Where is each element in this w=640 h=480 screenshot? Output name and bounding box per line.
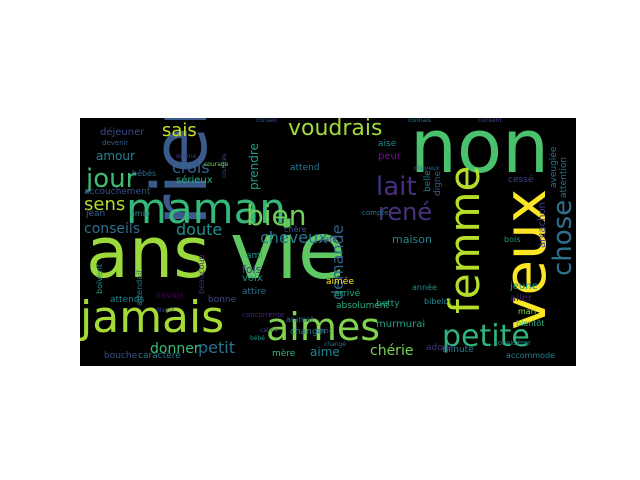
word-bebe: bébé: [250, 335, 265, 342]
word-devenir: devenir: [102, 139, 129, 147]
word-femme: femme: [440, 165, 489, 314]
word-conseils: conseils: [84, 221, 141, 237]
word-considerer: considérer: [494, 339, 531, 347]
word-savais: savais: [156, 291, 185, 301]
word-accommode: accommode: [506, 351, 556, 360]
word-jamais: jamais: [80, 292, 225, 343]
word-petit: petit: [198, 338, 235, 357]
word-belle: belle: [423, 170, 433, 192]
word-digne: digne: [433, 170, 443, 196]
word-non: non: [410, 118, 550, 190]
word-jean: jean: [86, 209, 106, 219]
word-murmurai: murmurai: [376, 319, 426, 330]
word-mari: mari: [518, 307, 537, 316]
word-courage: courage: [204, 161, 229, 168]
word-accouchement: accouchement: [84, 187, 151, 197]
word-minute: minute: [442, 345, 474, 355]
word-cafe: café: [320, 235, 338, 244]
word-attention: attention: [559, 156, 569, 198]
word-chose: chose: [548, 199, 576, 276]
word-choc: choc: [316, 327, 333, 335]
word-animal: animal: [286, 315, 314, 324]
word-cheveux: cheveux: [260, 228, 328, 247]
word-caractere: caractère: [138, 351, 181, 361]
word-connais: connais: [408, 118, 432, 124]
word-beaucoup: beaucoup: [197, 254, 206, 294]
word-ans: ans: [86, 212, 210, 294]
word-cesse: cessé: [508, 175, 534, 185]
word-bebes: bébés: [132, 169, 157, 178]
word-attire: attire: [242, 287, 267, 297]
word-serieux: sérieux: [176, 175, 213, 186]
word-cheveux-small: cheveux: [414, 165, 440, 172]
word-rene: rené: [378, 198, 433, 226]
word-cherie: chérie: [370, 343, 414, 359]
word-attends: attends: [110, 295, 145, 305]
word-lait: lait: [376, 172, 417, 202]
word-bois: bois: [504, 235, 521, 244]
word-aise: aise: [378, 139, 397, 149]
word-fois: fois: [242, 263, 262, 276]
word-adore: adore: [426, 343, 452, 353]
word-aller: aller: [510, 293, 532, 304]
word-bonne: bonne: [208, 295, 237, 305]
word-maman: maman: [126, 184, 286, 233]
word-concurrente: concurrente: [242, 311, 285, 319]
word-peur: peur: [378, 151, 401, 162]
word-change: changé: [324, 341, 347, 348]
word-bientot: bientôt: [516, 319, 545, 328]
word-aime: aime: [310, 345, 340, 359]
word-arcachon: arcachon: [537, 202, 548, 248]
word-jeune: jeune: [510, 281, 538, 292]
word-consent: consent: [478, 118, 502, 124]
word-sens: sens: [84, 194, 126, 215]
word-bien: bien: [246, 199, 307, 232]
word-aimes: aimes: [266, 305, 381, 349]
word-compte: compte: [362, 209, 389, 217]
word-devine: devine: [176, 153, 197, 160]
word-betty: betty: [376, 299, 400, 309]
word-jour: jour: [86, 164, 137, 194]
word-sais: sais: [162, 120, 197, 141]
word-crois: crois: [172, 158, 210, 177]
word-aveuglee: aveuglée: [549, 146, 559, 188]
word-voix: voix: [242, 273, 263, 284]
word-conseil: conseil: [256, 118, 277, 124]
word-petite: petite: [442, 319, 530, 354]
word-disent: disent: [156, 307, 175, 314]
word-donner: donner: [150, 341, 200, 357]
word-amie: amie: [130, 209, 150, 218]
word-ami: ami: [246, 251, 263, 261]
word-changer: changer: [290, 327, 327, 337]
word-prendre: prendre: [247, 143, 261, 190]
word-chere: chère: [284, 225, 307, 234]
word-bouche: bouche: [104, 351, 138, 361]
word-attendait: attendait: [135, 269, 144, 306]
word-annee: année: [412, 283, 437, 292]
wordcloud-canvas: ans vie non rien jamais aimes veux maman…: [80, 118, 576, 366]
word-bibelot: bibelot: [424, 297, 452, 306]
word-dejeuner: déjeuner: [100, 127, 145, 138]
word-voudrais: voudrais: [288, 118, 383, 141]
word-amour: amour: [96, 149, 135, 163]
word-boivent: boivent: [95, 263, 104, 294]
word-calme: calme: [260, 327, 279, 334]
word-vie: vie: [230, 207, 346, 297]
word-aimee: aimée: [326, 277, 354, 287]
word-absolument: absolument: [336, 301, 390, 311]
word-doute: doute: [176, 220, 223, 239]
word-arrive: arrivé: [334, 289, 361, 299]
word-mere: mère: [272, 349, 296, 359]
word-maison: maison: [392, 233, 432, 246]
word-attend: attend: [290, 163, 320, 173]
